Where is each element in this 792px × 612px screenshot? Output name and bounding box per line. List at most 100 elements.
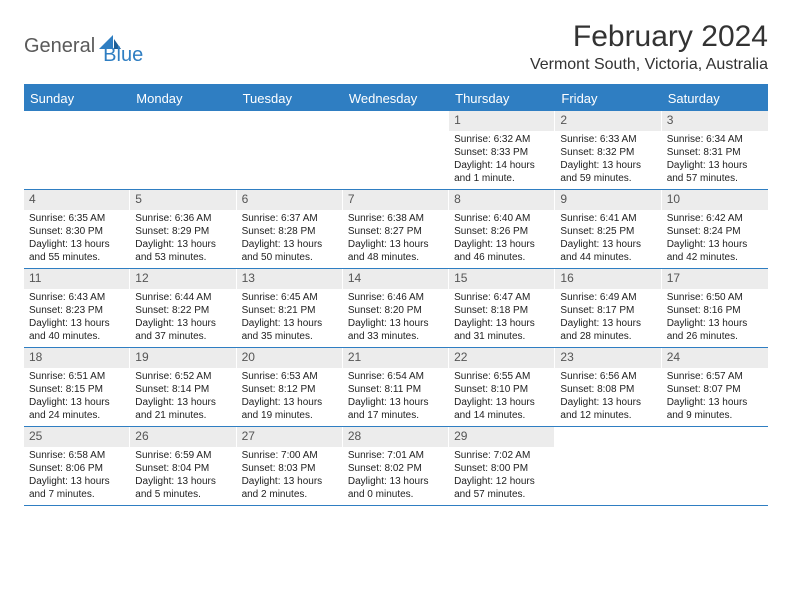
sunset-text: Sunset: 8:03 PM bbox=[242, 462, 338, 475]
day-number: 28 bbox=[343, 427, 449, 447]
daylight-text: Daylight: 13 hours and 53 minutes. bbox=[135, 238, 231, 264]
sunset-text: Sunset: 8:12 PM bbox=[242, 383, 338, 396]
day-details: Sunrise: 7:00 AMSunset: 8:03 PMDaylight:… bbox=[237, 447, 343, 505]
week-row: 18Sunrise: 6:51 AMSunset: 8:15 PMDayligh… bbox=[24, 348, 768, 427]
weekday-label: Thursday bbox=[449, 86, 555, 111]
day-cell: 19Sunrise: 6:52 AMSunset: 8:14 PMDayligh… bbox=[130, 348, 236, 426]
daylight-text: Daylight: 13 hours and 46 minutes. bbox=[454, 238, 550, 264]
sunrise-text: Sunrise: 6:56 AM bbox=[560, 370, 656, 383]
logo-text-general: General bbox=[24, 35, 95, 58]
sunrise-text: Sunrise: 6:58 AM bbox=[29, 449, 125, 462]
day-details: Sunrise: 6:32 AMSunset: 8:33 PMDaylight:… bbox=[449, 131, 555, 189]
sunrise-text: Sunrise: 6:50 AM bbox=[667, 291, 763, 304]
day-number: 12 bbox=[130, 269, 236, 289]
day-cell: 1Sunrise: 6:32 AMSunset: 8:33 PMDaylight… bbox=[449, 111, 555, 189]
day-details: Sunrise: 7:02 AMSunset: 8:00 PMDaylight:… bbox=[449, 447, 555, 505]
sunrise-text: Sunrise: 6:35 AM bbox=[29, 212, 125, 225]
daylight-text: Daylight: 13 hours and 19 minutes. bbox=[242, 396, 338, 422]
day-number: 11 bbox=[24, 269, 130, 289]
daylight-text: Daylight: 13 hours and 21 minutes. bbox=[135, 396, 231, 422]
day-number: 5 bbox=[130, 190, 236, 210]
daylight-text: Daylight: 13 hours and 57 minutes. bbox=[667, 159, 763, 185]
day-details: Sunrise: 6:55 AMSunset: 8:10 PMDaylight:… bbox=[449, 368, 555, 426]
sunrise-text: Sunrise: 6:49 AM bbox=[560, 291, 656, 304]
sunrise-text: Sunrise: 7:00 AM bbox=[242, 449, 338, 462]
day-cell: 20Sunrise: 6:53 AMSunset: 8:12 PMDayligh… bbox=[237, 348, 343, 426]
day-number: 22 bbox=[449, 348, 555, 368]
sunset-text: Sunset: 8:18 PM bbox=[454, 304, 550, 317]
daylight-text: Daylight: 13 hours and 59 minutes. bbox=[560, 159, 656, 185]
sunset-text: Sunset: 8:23 PM bbox=[29, 304, 125, 317]
day-cell: 29Sunrise: 7:02 AMSunset: 8:00 PMDayligh… bbox=[449, 427, 555, 505]
month-title: February 2024 bbox=[530, 20, 768, 54]
day-details: Sunrise: 6:38 AMSunset: 8:27 PMDaylight:… bbox=[343, 210, 449, 268]
day-cell: 17Sunrise: 6:50 AMSunset: 8:16 PMDayligh… bbox=[662, 269, 768, 347]
sunset-text: Sunset: 8:00 PM bbox=[454, 462, 550, 475]
sunrise-text: Sunrise: 6:51 AM bbox=[29, 370, 125, 383]
weekday-label: Saturday bbox=[662, 86, 768, 111]
day-number: 2 bbox=[555, 111, 661, 131]
day-cell bbox=[343, 111, 449, 189]
logo: General Blue bbox=[24, 20, 143, 67]
day-cell: 25Sunrise: 6:58 AMSunset: 8:06 PMDayligh… bbox=[24, 427, 130, 505]
sunrise-text: Sunrise: 6:42 AM bbox=[667, 212, 763, 225]
day-details: Sunrise: 6:58 AMSunset: 8:06 PMDaylight:… bbox=[24, 447, 130, 505]
daylight-text: Daylight: 13 hours and 40 minutes. bbox=[29, 317, 125, 343]
day-cell: 26Sunrise: 6:59 AMSunset: 8:04 PMDayligh… bbox=[130, 427, 236, 505]
day-number: 27 bbox=[237, 427, 343, 447]
day-number bbox=[662, 427, 768, 447]
sunrise-text: Sunrise: 6:53 AM bbox=[242, 370, 338, 383]
weekday-row: SundayMondayTuesdayWednesdayThursdayFrid… bbox=[24, 86, 768, 111]
day-cell: 10Sunrise: 6:42 AMSunset: 8:24 PMDayligh… bbox=[662, 190, 768, 268]
day-number bbox=[343, 111, 449, 131]
day-number: 1 bbox=[449, 111, 555, 131]
sunset-text: Sunset: 8:02 PM bbox=[348, 462, 444, 475]
sunrise-text: Sunrise: 6:45 AM bbox=[242, 291, 338, 304]
day-number: 21 bbox=[343, 348, 449, 368]
day-cell: 12Sunrise: 6:44 AMSunset: 8:22 PMDayligh… bbox=[130, 269, 236, 347]
sunset-text: Sunset: 8:28 PM bbox=[242, 225, 338, 238]
day-number: 13 bbox=[237, 269, 343, 289]
sunset-text: Sunset: 8:14 PM bbox=[135, 383, 231, 396]
day-details: Sunrise: 6:45 AMSunset: 8:21 PMDaylight:… bbox=[237, 289, 343, 347]
day-number: 25 bbox=[24, 427, 130, 447]
day-number: 17 bbox=[662, 269, 768, 289]
sunset-text: Sunset: 8:06 PM bbox=[29, 462, 125, 475]
day-cell: 13Sunrise: 6:45 AMSunset: 8:21 PMDayligh… bbox=[237, 269, 343, 347]
day-cell: 11Sunrise: 6:43 AMSunset: 8:23 PMDayligh… bbox=[24, 269, 130, 347]
day-number: 24 bbox=[662, 348, 768, 368]
sunrise-text: Sunrise: 6:34 AM bbox=[667, 133, 763, 146]
daylight-text: Daylight: 13 hours and 14 minutes. bbox=[454, 396, 550, 422]
day-details: Sunrise: 6:43 AMSunset: 8:23 PMDaylight:… bbox=[24, 289, 130, 347]
sunrise-text: Sunrise: 6:54 AM bbox=[348, 370, 444, 383]
weekday-label: Monday bbox=[130, 86, 236, 111]
weeks-container: 1Sunrise: 6:32 AMSunset: 8:33 PMDaylight… bbox=[24, 111, 768, 506]
day-cell: 8Sunrise: 6:40 AMSunset: 8:26 PMDaylight… bbox=[449, 190, 555, 268]
day-number: 19 bbox=[130, 348, 236, 368]
week-row: 1Sunrise: 6:32 AMSunset: 8:33 PMDaylight… bbox=[24, 111, 768, 190]
sunrise-text: Sunrise: 6:41 AM bbox=[560, 212, 656, 225]
sunset-text: Sunset: 8:10 PM bbox=[454, 383, 550, 396]
sunrise-text: Sunrise: 6:32 AM bbox=[454, 133, 550, 146]
daylight-text: Daylight: 13 hours and 33 minutes. bbox=[348, 317, 444, 343]
day-cell bbox=[237, 111, 343, 189]
day-number: 9 bbox=[555, 190, 661, 210]
day-cell: 5Sunrise: 6:36 AMSunset: 8:29 PMDaylight… bbox=[130, 190, 236, 268]
logo-text-blue: Blue bbox=[103, 26, 143, 67]
week-row: 11Sunrise: 6:43 AMSunset: 8:23 PMDayligh… bbox=[24, 269, 768, 348]
day-details: Sunrise: 6:54 AMSunset: 8:11 PMDaylight:… bbox=[343, 368, 449, 426]
sunrise-text: Sunrise: 6:36 AM bbox=[135, 212, 231, 225]
sunrise-text: Sunrise: 6:47 AM bbox=[454, 291, 550, 304]
location: Vermont South, Victoria, Australia bbox=[530, 56, 768, 74]
day-number bbox=[237, 111, 343, 131]
sunset-text: Sunset: 8:21 PM bbox=[242, 304, 338, 317]
weekday-label: Friday bbox=[555, 86, 661, 111]
daylight-text: Daylight: 13 hours and 5 minutes. bbox=[135, 475, 231, 501]
day-details: Sunrise: 6:37 AMSunset: 8:28 PMDaylight:… bbox=[237, 210, 343, 268]
sunset-text: Sunset: 8:04 PM bbox=[135, 462, 231, 475]
daylight-text: Daylight: 13 hours and 0 minutes. bbox=[348, 475, 444, 501]
day-details: Sunrise: 6:50 AMSunset: 8:16 PMDaylight:… bbox=[662, 289, 768, 347]
sunset-text: Sunset: 8:20 PM bbox=[348, 304, 444, 317]
day-details: Sunrise: 6:52 AMSunset: 8:14 PMDaylight:… bbox=[130, 368, 236, 426]
day-number: 14 bbox=[343, 269, 449, 289]
